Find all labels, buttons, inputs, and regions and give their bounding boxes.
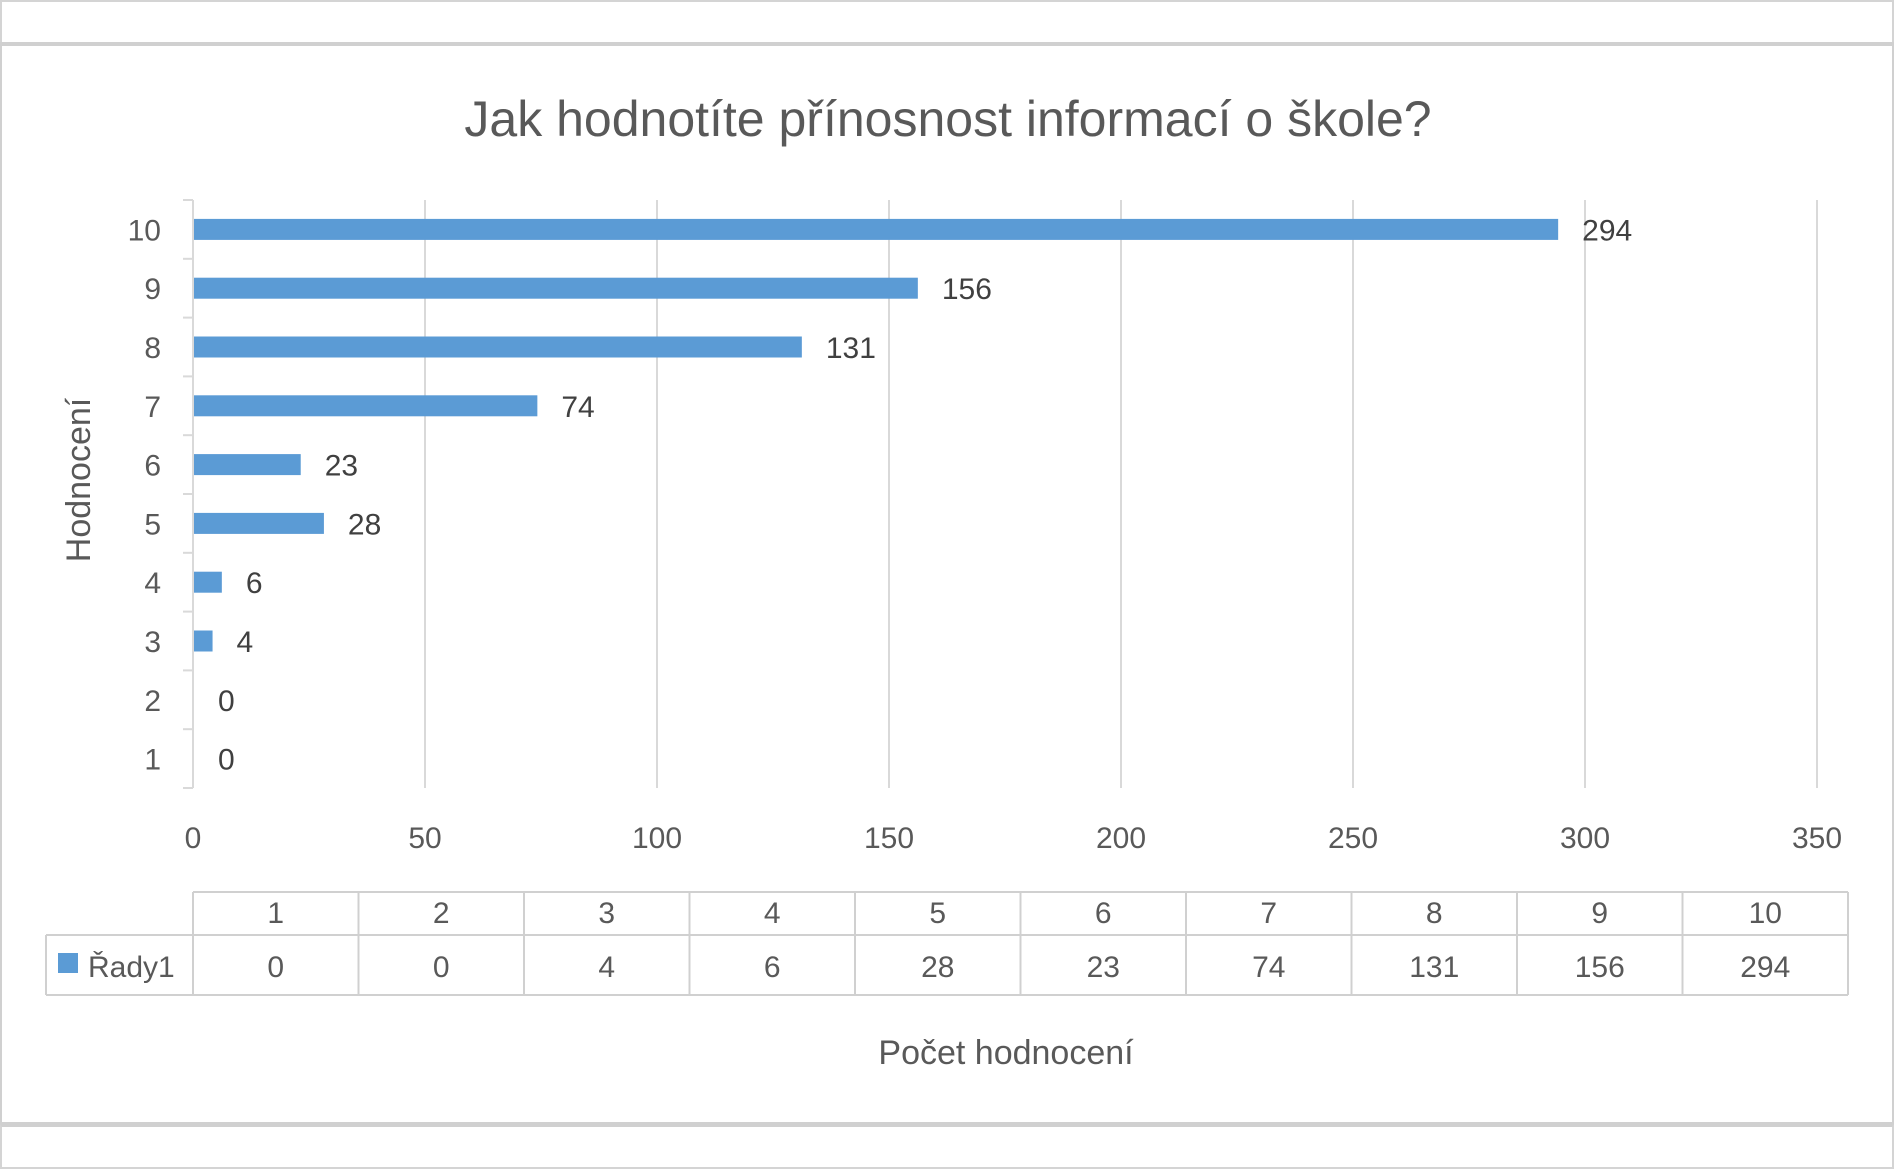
- data-label: 156: [942, 273, 992, 306]
- bar: [194, 395, 538, 417]
- data-label: 74: [561, 391, 594, 424]
- table-value-cell: 156: [1575, 951, 1625, 984]
- table-value-cell: 0: [267, 951, 284, 984]
- data-label: 0: [218, 685, 235, 718]
- x-tick-label: 0: [185, 822, 202, 855]
- data-label: 0: [218, 744, 235, 777]
- bar: [194, 277, 918, 299]
- table-value-cell: 28: [921, 951, 954, 984]
- x-tick-label: 200: [1096, 822, 1146, 855]
- bar: [194, 630, 213, 652]
- x-tick-label: 350: [1792, 822, 1842, 855]
- table-header-cell: 4: [764, 897, 781, 930]
- x-tick-label: 50: [408, 822, 441, 855]
- legend-series-name: Řady1: [88, 951, 175, 984]
- top-frame-strip: [0, 0, 1894, 42]
- bar: [194, 218, 1559, 240]
- table-header-cell: 5: [929, 897, 946, 930]
- bar: [194, 336, 802, 358]
- y-tick-label: 9: [144, 273, 161, 306]
- data-label: 294: [1582, 214, 1632, 247]
- x-tick-label: 150: [864, 822, 914, 855]
- table-value-cell: 0: [433, 951, 450, 984]
- y-axis-title: Hodnocení: [60, 397, 98, 562]
- y-tick-label: 1: [144, 744, 161, 777]
- data-label: 6: [246, 567, 263, 600]
- table-header-cell: 10: [1749, 897, 1782, 930]
- y-tick-label: 5: [144, 508, 161, 541]
- table-header-cell: 1: [267, 897, 284, 930]
- table-header-cell: 7: [1260, 897, 1277, 930]
- table-header-cell: 8: [1426, 897, 1443, 930]
- table-header-cell: 2: [433, 897, 450, 930]
- y-tick-label: 10: [128, 214, 161, 247]
- data-label: 28: [348, 508, 381, 541]
- table-value-cell: 23: [1087, 951, 1120, 984]
- table-value-cell: 4: [598, 951, 615, 984]
- y-tick-label: 6: [144, 450, 161, 483]
- y-tick-label: 8: [144, 332, 161, 365]
- data-label: 23: [325, 450, 358, 483]
- table-value-cell: 131: [1409, 951, 1459, 984]
- data-label: 131: [826, 332, 876, 365]
- table-value-cell: 6: [764, 951, 781, 984]
- table-header-cell: 6: [1095, 897, 1112, 930]
- table-value-cell: 294: [1740, 951, 1790, 984]
- data-label: 4: [237, 626, 254, 659]
- bar: [194, 512, 324, 534]
- bar: [194, 454, 301, 476]
- y-tick-label: 7: [144, 391, 161, 424]
- bottom-frame-strip: [0, 1124, 1894, 1169]
- table-header-cell: 9: [1591, 897, 1608, 930]
- y-tick-label: 3: [144, 626, 161, 659]
- x-tick-label: 100: [632, 822, 682, 855]
- y-tick-label: 2: [144, 685, 161, 718]
- table-header-cell: 3: [598, 897, 615, 930]
- chart-title: Jak hodnotíte přínosnost informací o ško…: [464, 91, 1431, 147]
- table-value-cell: 74: [1252, 951, 1285, 984]
- legend-key: [58, 953, 78, 973]
- x-tick-label: 300: [1560, 822, 1610, 855]
- x-tick-label: 250: [1328, 822, 1378, 855]
- x-axis-title: Počet hodnocení: [878, 1034, 1134, 1072]
- bar: [194, 571, 222, 593]
- y-tick-label: 4: [144, 567, 161, 600]
